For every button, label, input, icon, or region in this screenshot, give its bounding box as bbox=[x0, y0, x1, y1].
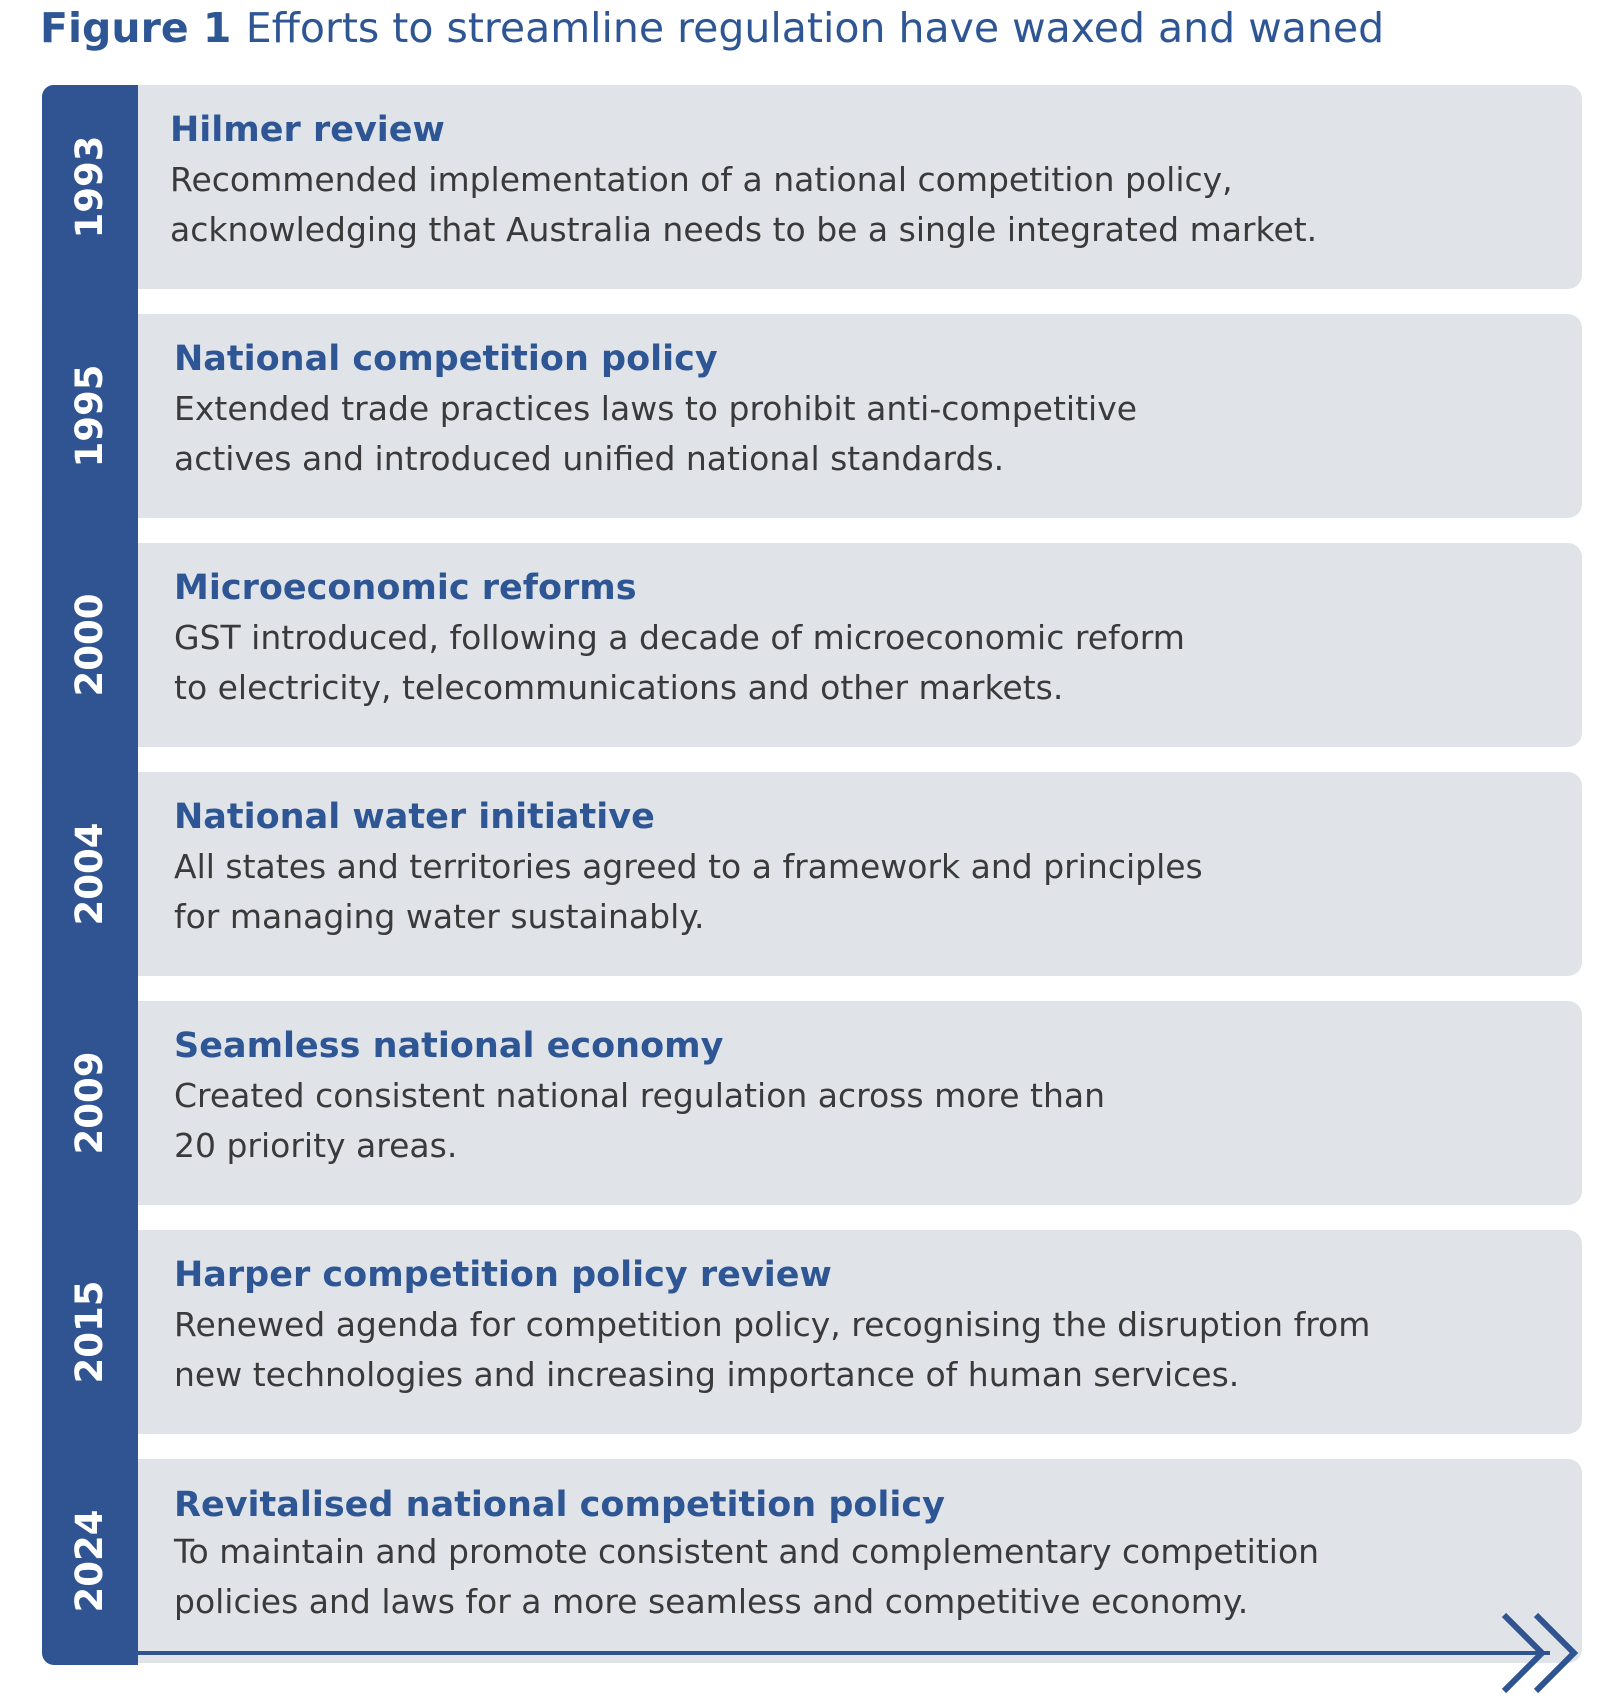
event-card: Hilmer review Recommended implementation… bbox=[138, 85, 1582, 289]
event-title: Hilmer review bbox=[170, 110, 445, 150]
year-tab: 2004 bbox=[42, 772, 138, 976]
event-description: All states and territories agreed to a f… bbox=[174, 842, 1542, 942]
event-description: Renewed agenda for competition policy, r… bbox=[174, 1300, 1542, 1400]
year-tab: 1993 bbox=[42, 85, 138, 289]
event-title: Seamless national economy bbox=[174, 1026, 724, 1066]
event-title: National competition policy bbox=[174, 339, 718, 379]
event-description-line: Renewed agenda for competition policy, r… bbox=[174, 1305, 1371, 1344]
event-description-line: to electricity, telecommunications and o… bbox=[174, 668, 1064, 707]
event-description: Extended trade practices laws to prohibi… bbox=[174, 384, 1542, 484]
event-description-line: policies and laws for a more seamless an… bbox=[174, 1582, 1249, 1621]
event-title: National water initiative bbox=[174, 797, 655, 837]
year-tab: 2024 bbox=[42, 1459, 138, 1663]
timeline-event-1993: 1993 Hilmer review Recommended implement… bbox=[42, 85, 1582, 289]
event-year: 2015 bbox=[68, 1280, 111, 1384]
event-description-line: for managing water sustainably. bbox=[174, 897, 705, 936]
timeline-event-2004: 2004 National water initiative All state… bbox=[42, 772, 1582, 976]
event-year: 2024 bbox=[68, 1509, 111, 1613]
event-description-line: All states and territories agreed to a f… bbox=[174, 847, 1203, 886]
timeline-event-2000: 2000 Microeconomic reforms GST introduce… bbox=[42, 543, 1582, 747]
event-card: National water initiative All states and… bbox=[138, 772, 1582, 976]
event-card: Seamless national economy Created consis… bbox=[138, 1001, 1582, 1205]
event-year: 1995 bbox=[68, 364, 111, 468]
event-year: 2000 bbox=[68, 593, 111, 697]
year-tab: 2009 bbox=[42, 1001, 138, 1205]
year-tab: 1995 bbox=[42, 314, 138, 518]
event-title: Harper competition policy review bbox=[174, 1255, 832, 1295]
event-description-line: GST introduced, following a decade of mi… bbox=[174, 618, 1185, 657]
event-year: 2009 bbox=[68, 1051, 111, 1155]
event-card: Harper competition policy review Renewed… bbox=[138, 1230, 1582, 1434]
timeline: 1993 Hilmer review Recommended implement… bbox=[42, 85, 1582, 1665]
event-description: Recommended implementation of a national… bbox=[170, 155, 1542, 255]
event-card: Revitalised national competition policy … bbox=[138, 1459, 1582, 1663]
event-description-line: actives and introduced unified national … bbox=[174, 439, 1005, 478]
timeline-arrow-line bbox=[138, 1651, 1550, 1655]
timeline-event-2009: 2009 Seamless national economy Created c… bbox=[42, 1001, 1582, 1205]
event-title: Microeconomic reforms bbox=[174, 568, 637, 608]
event-title: Revitalised national competition policy bbox=[174, 1485, 945, 1525]
year-tab: 2000 bbox=[42, 543, 138, 747]
event-description-line: acknowledging that Australia needs to be… bbox=[170, 210, 1318, 249]
figure-label: Figure 1 bbox=[40, 4, 232, 52]
event-description-line: Extended trade practices laws to prohibi… bbox=[174, 389, 1138, 428]
figure-caption: Efforts to streamline regulation have wa… bbox=[245, 4, 1385, 52]
event-card: National competition policy Extended tra… bbox=[138, 314, 1582, 518]
event-description-line: new technologies and increasing importan… bbox=[174, 1355, 1240, 1394]
event-year: 1993 bbox=[68, 135, 111, 239]
event-year: 2004 bbox=[68, 822, 111, 926]
timeline-event-2024: 2024 Revitalised national competition po… bbox=[42, 1459, 1582, 1663]
figure-title: Figure 1 Efforts to streamline regulatio… bbox=[40, 4, 1384, 52]
event-description-line: Created consistent national regulation a… bbox=[174, 1076, 1106, 1115]
event-description-line: 20 priority areas. bbox=[174, 1126, 458, 1165]
event-description: GST introduced, following a decade of mi… bbox=[174, 613, 1542, 713]
timeline-event-1995: 1995 National competition policy Extende… bbox=[42, 314, 1582, 518]
double-chevron-right-icon bbox=[1501, 1612, 1579, 1694]
event-card: Microeconomic reforms GST introduced, fo… bbox=[138, 543, 1582, 747]
event-description: Created consistent national regulation a… bbox=[174, 1071, 1542, 1171]
event-description-line: Recommended implementation of a national… bbox=[170, 160, 1233, 199]
year-tab: 2015 bbox=[42, 1230, 138, 1434]
event-description-line: To maintain and promote consistent and c… bbox=[174, 1532, 1320, 1571]
timeline-event-2015: 2015 Harper competition policy review Re… bbox=[42, 1230, 1582, 1434]
event-description: To maintain and promote consistent and c… bbox=[174, 1527, 1542, 1627]
